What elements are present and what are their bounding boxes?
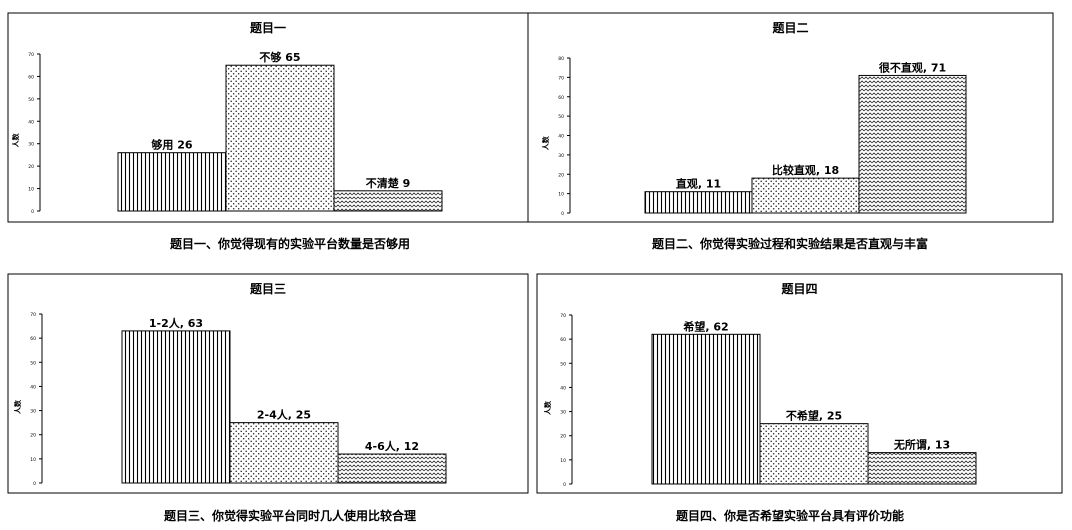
- y-tick-label: 10: [560, 458, 566, 464]
- chart-frame: [527, 12, 1054, 223]
- y-tick-label: 40: [28, 119, 34, 125]
- y-tick-label: 30: [30, 409, 36, 415]
- y-tick-label: 30: [558, 153, 564, 159]
- y-axis-label: 人数: [13, 399, 22, 414]
- y-tick-label: 0: [561, 211, 564, 217]
- bar-data-label: 2-4人, 25: [257, 408, 311, 422]
- y-tick-label: 50: [558, 114, 564, 120]
- y-tick-label: 40: [560, 385, 566, 391]
- bar-2: [225, 64, 335, 212]
- y-tick-label: 0: [31, 209, 34, 215]
- bar-1: [121, 330, 231, 484]
- y-tick-label: 20: [28, 164, 34, 170]
- y-tick-label: 50: [28, 97, 34, 103]
- y-tick-label: 70: [30, 312, 36, 318]
- y-tick-label: 70: [560, 313, 566, 319]
- y-axis-label: 人数: [11, 132, 20, 147]
- bar-data-label: 无所谓, 13: [893, 438, 950, 452]
- bar-data-label: 4-6人, 12: [365, 439, 419, 453]
- chart-title: 题目一: [250, 21, 286, 35]
- bar-data-label: 1-2人, 63: [149, 316, 203, 330]
- bar-2: [229, 422, 339, 484]
- y-tick-label: 50: [560, 361, 566, 367]
- bar-data-label: 比较直观, 18: [772, 163, 839, 177]
- bar-data-label: 够用 26: [150, 138, 192, 152]
- y-tick-label: 60: [28, 74, 34, 80]
- bar-data-label: 不希望, 25: [786, 409, 842, 423]
- y-tick-label: 60: [558, 95, 564, 101]
- chart-panel-4: 题目四 0 10 20 30 40 50 60 70 人数 希望, 62 不希望, 25 无所谓, 13…: [536, 273, 1063, 523]
- y-tick-label: 10: [558, 192, 564, 198]
- y-axis-label: 人数: [541, 135, 550, 150]
- chart-title: 题目二: [772, 21, 808, 35]
- chart-caption: 题目二、你觉得实验过程和实验结果是否直观与丰富: [652, 236, 928, 251]
- bar-data-label: 很不直观, 71: [878, 60, 946, 74]
- y-tick-label: 60: [30, 336, 36, 342]
- bar-1: [117, 152, 227, 212]
- y-tick-label: 10: [28, 187, 34, 193]
- y-tick-label: 80: [558, 56, 564, 62]
- bar-3: [337, 453, 447, 484]
- y-tick-label: 30: [560, 410, 566, 416]
- chart-title: 题目四: [781, 282, 817, 296]
- bar-1: [651, 333, 761, 485]
- bar-2: [751, 177, 860, 214]
- y-tick-label: 20: [558, 172, 564, 178]
- y-tick-label: 60: [560, 337, 566, 343]
- y-tick-label: 40: [558, 134, 564, 140]
- chart-caption: 题目三、你觉得实验平台同时几人使用比较合理: [164, 508, 416, 523]
- y-tick-label: 0: [33, 481, 36, 487]
- bar-2: [759, 423, 869, 485]
- y-tick-label: 70: [558, 75, 564, 81]
- chart-caption: 题目一、你觉得现有的实验平台数量是否够用: [170, 236, 410, 251]
- chart-panel-1: 题目一 0 10 20 30 40 50 60 70 人数 够用 26 不够 65 不清楚 9 题目一、你…: [7, 12, 529, 251]
- chart-title: 题目三: [250, 282, 286, 296]
- chart-frame: [536, 273, 1063, 494]
- chart-panel-3: 题目三 0 10 20 30 40 50 60 70 人数 1-2人, 63 2-4人, 25 4-6人…: [7, 273, 529, 523]
- chart-frame: [7, 273, 529, 494]
- y-axis-label: 人数: [543, 400, 552, 415]
- bar-3: [333, 190, 443, 212]
- y-tick-label: 70: [28, 52, 34, 58]
- bar-data-label: 希望, 62: [682, 319, 728, 333]
- bar-3: [867, 452, 977, 485]
- y-tick-label: 20: [30, 433, 36, 439]
- chart-caption: 题目四、你是否希望实验平台具有评价功能: [676, 508, 904, 523]
- bar-data-label: 直观, 11: [676, 177, 721, 191]
- y-tick-label: 10: [30, 457, 36, 463]
- bar-data-label: 不清楚 9: [366, 176, 410, 190]
- bar-data-label: 不够 65: [259, 50, 300, 64]
- y-tick-label: 50: [30, 360, 36, 366]
- y-tick-label: 20: [560, 434, 566, 440]
- y-tick-label: 30: [28, 142, 34, 148]
- bar-1: [644, 191, 753, 214]
- bar-3: [858, 74, 967, 214]
- y-tick-label: 0: [563, 482, 566, 488]
- y-tick-label: 40: [30, 384, 36, 390]
